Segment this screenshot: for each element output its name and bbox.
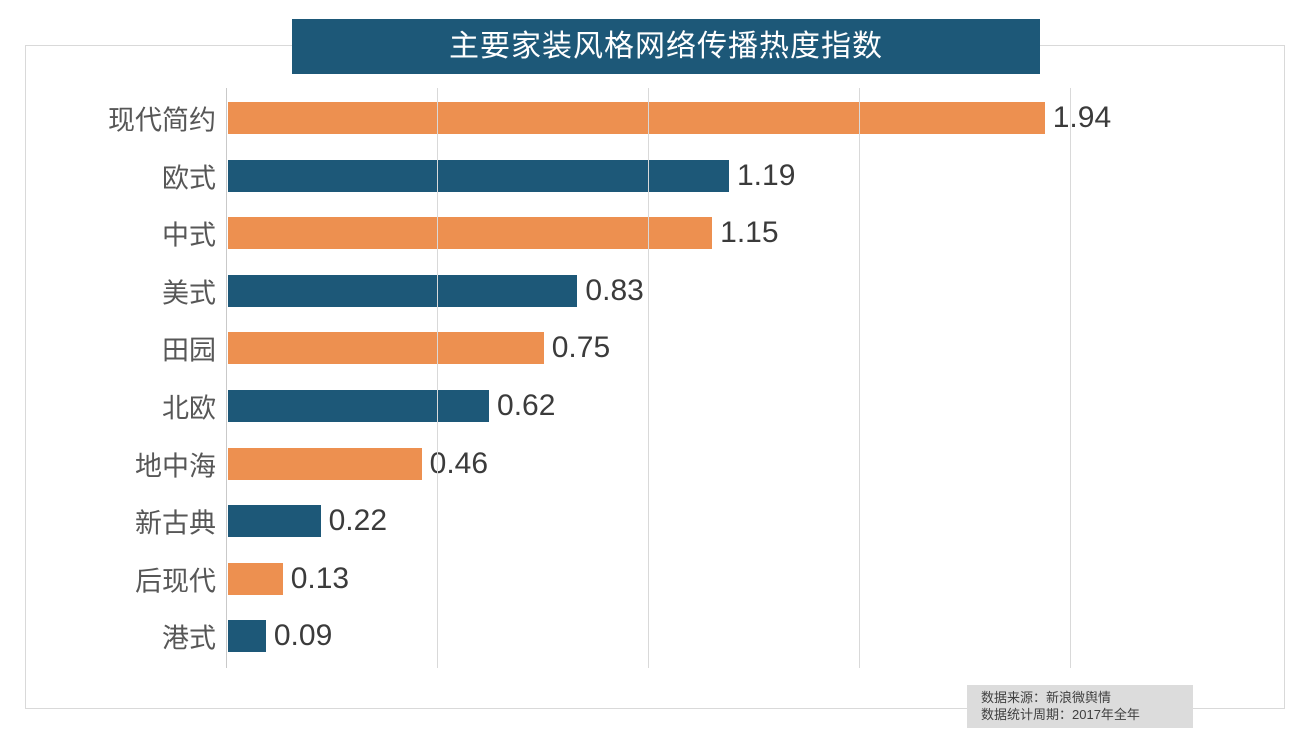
chart-frame <box>25 45 1285 709</box>
bar-row: 现代简约 1.94 <box>0 90 1308 146</box>
bar-value-label: 1.15 <box>720 216 779 250</box>
category-label: 后现代 <box>135 566 216 597</box>
bar-row: 新古典 0.22 <box>0 493 1308 549</box>
bar-value-label: 0.13 <box>290 561 350 595</box>
bar-value-label: 0.62 <box>497 389 556 422</box>
bar-row: 北欧 0.62 <box>0 378 1308 434</box>
gridline-1.0 <box>648 88 649 668</box>
bar-value-label: 0.09 <box>273 619 333 653</box>
bar[interactable] <box>228 159 729 192</box>
bar[interactable] <box>228 390 490 422</box>
bar[interactable] <box>228 562 283 595</box>
chart-title-banner: 主要家装风格网络传播热度指数 <box>292 19 1040 74</box>
value-axis-line <box>226 88 227 668</box>
bar-value-label: 1.19 <box>736 158 796 192</box>
bar[interactable] <box>228 620 266 653</box>
category-label: 地中海 <box>135 451 216 482</box>
bar[interactable] <box>228 332 544 365</box>
category-label: 美式 <box>162 278 216 309</box>
bar[interactable] <box>228 102 1045 134</box>
bar[interactable] <box>228 217 713 250</box>
category-label: 港式 <box>162 623 216 654</box>
category-label: 中式 <box>162 220 216 251</box>
bar-value-label: 0.75 <box>551 331 611 365</box>
bar-row: 田园 0.75 <box>0 320 1308 376</box>
bar-value-label: 1.94 <box>1052 101 1112 134</box>
category-label: 欧式 <box>162 163 216 194</box>
bar-row: 地中海 0.46 <box>0 436 1308 492</box>
category-label: 新古典 <box>135 508 216 539</box>
gridline-0.5 <box>437 88 438 668</box>
category-label: 田园 <box>162 335 216 366</box>
bar-row: 美式 0.83 <box>0 263 1308 319</box>
gridline-2.0 <box>1070 88 1071 668</box>
chart-title: 主要家装风格网络传播热度指数 <box>449 29 883 63</box>
category-label: 现代简约 <box>108 105 216 136</box>
footnote-period: 数据统计周期：2017年全年 <box>981 707 1140 722</box>
bar[interactable] <box>228 274 578 307</box>
bar-value-label: 0.22 <box>328 504 387 538</box>
category-label: 北欧 <box>162 393 216 424</box>
gridline-1.5 <box>859 88 860 668</box>
bar-row: 欧式 1.19 <box>0 148 1308 204</box>
footnote-source: 数据来源：新浪微舆情 <box>981 690 1112 705</box>
bar-value-label: 0.83 <box>585 273 644 307</box>
bar-row: 中式 1.15 <box>0 205 1308 261</box>
bar[interactable] <box>228 447 422 480</box>
bar-row: 港式 0.09 <box>0 608 1308 664</box>
footnote-box: 数据来源：新浪微舆情 数据统计周期：2017年全年 <box>967 685 1193 728</box>
bar[interactable] <box>228 505 321 538</box>
bar-value-label: 0.46 <box>429 446 489 480</box>
bar-row: 后现代 0.13 <box>0 551 1308 607</box>
